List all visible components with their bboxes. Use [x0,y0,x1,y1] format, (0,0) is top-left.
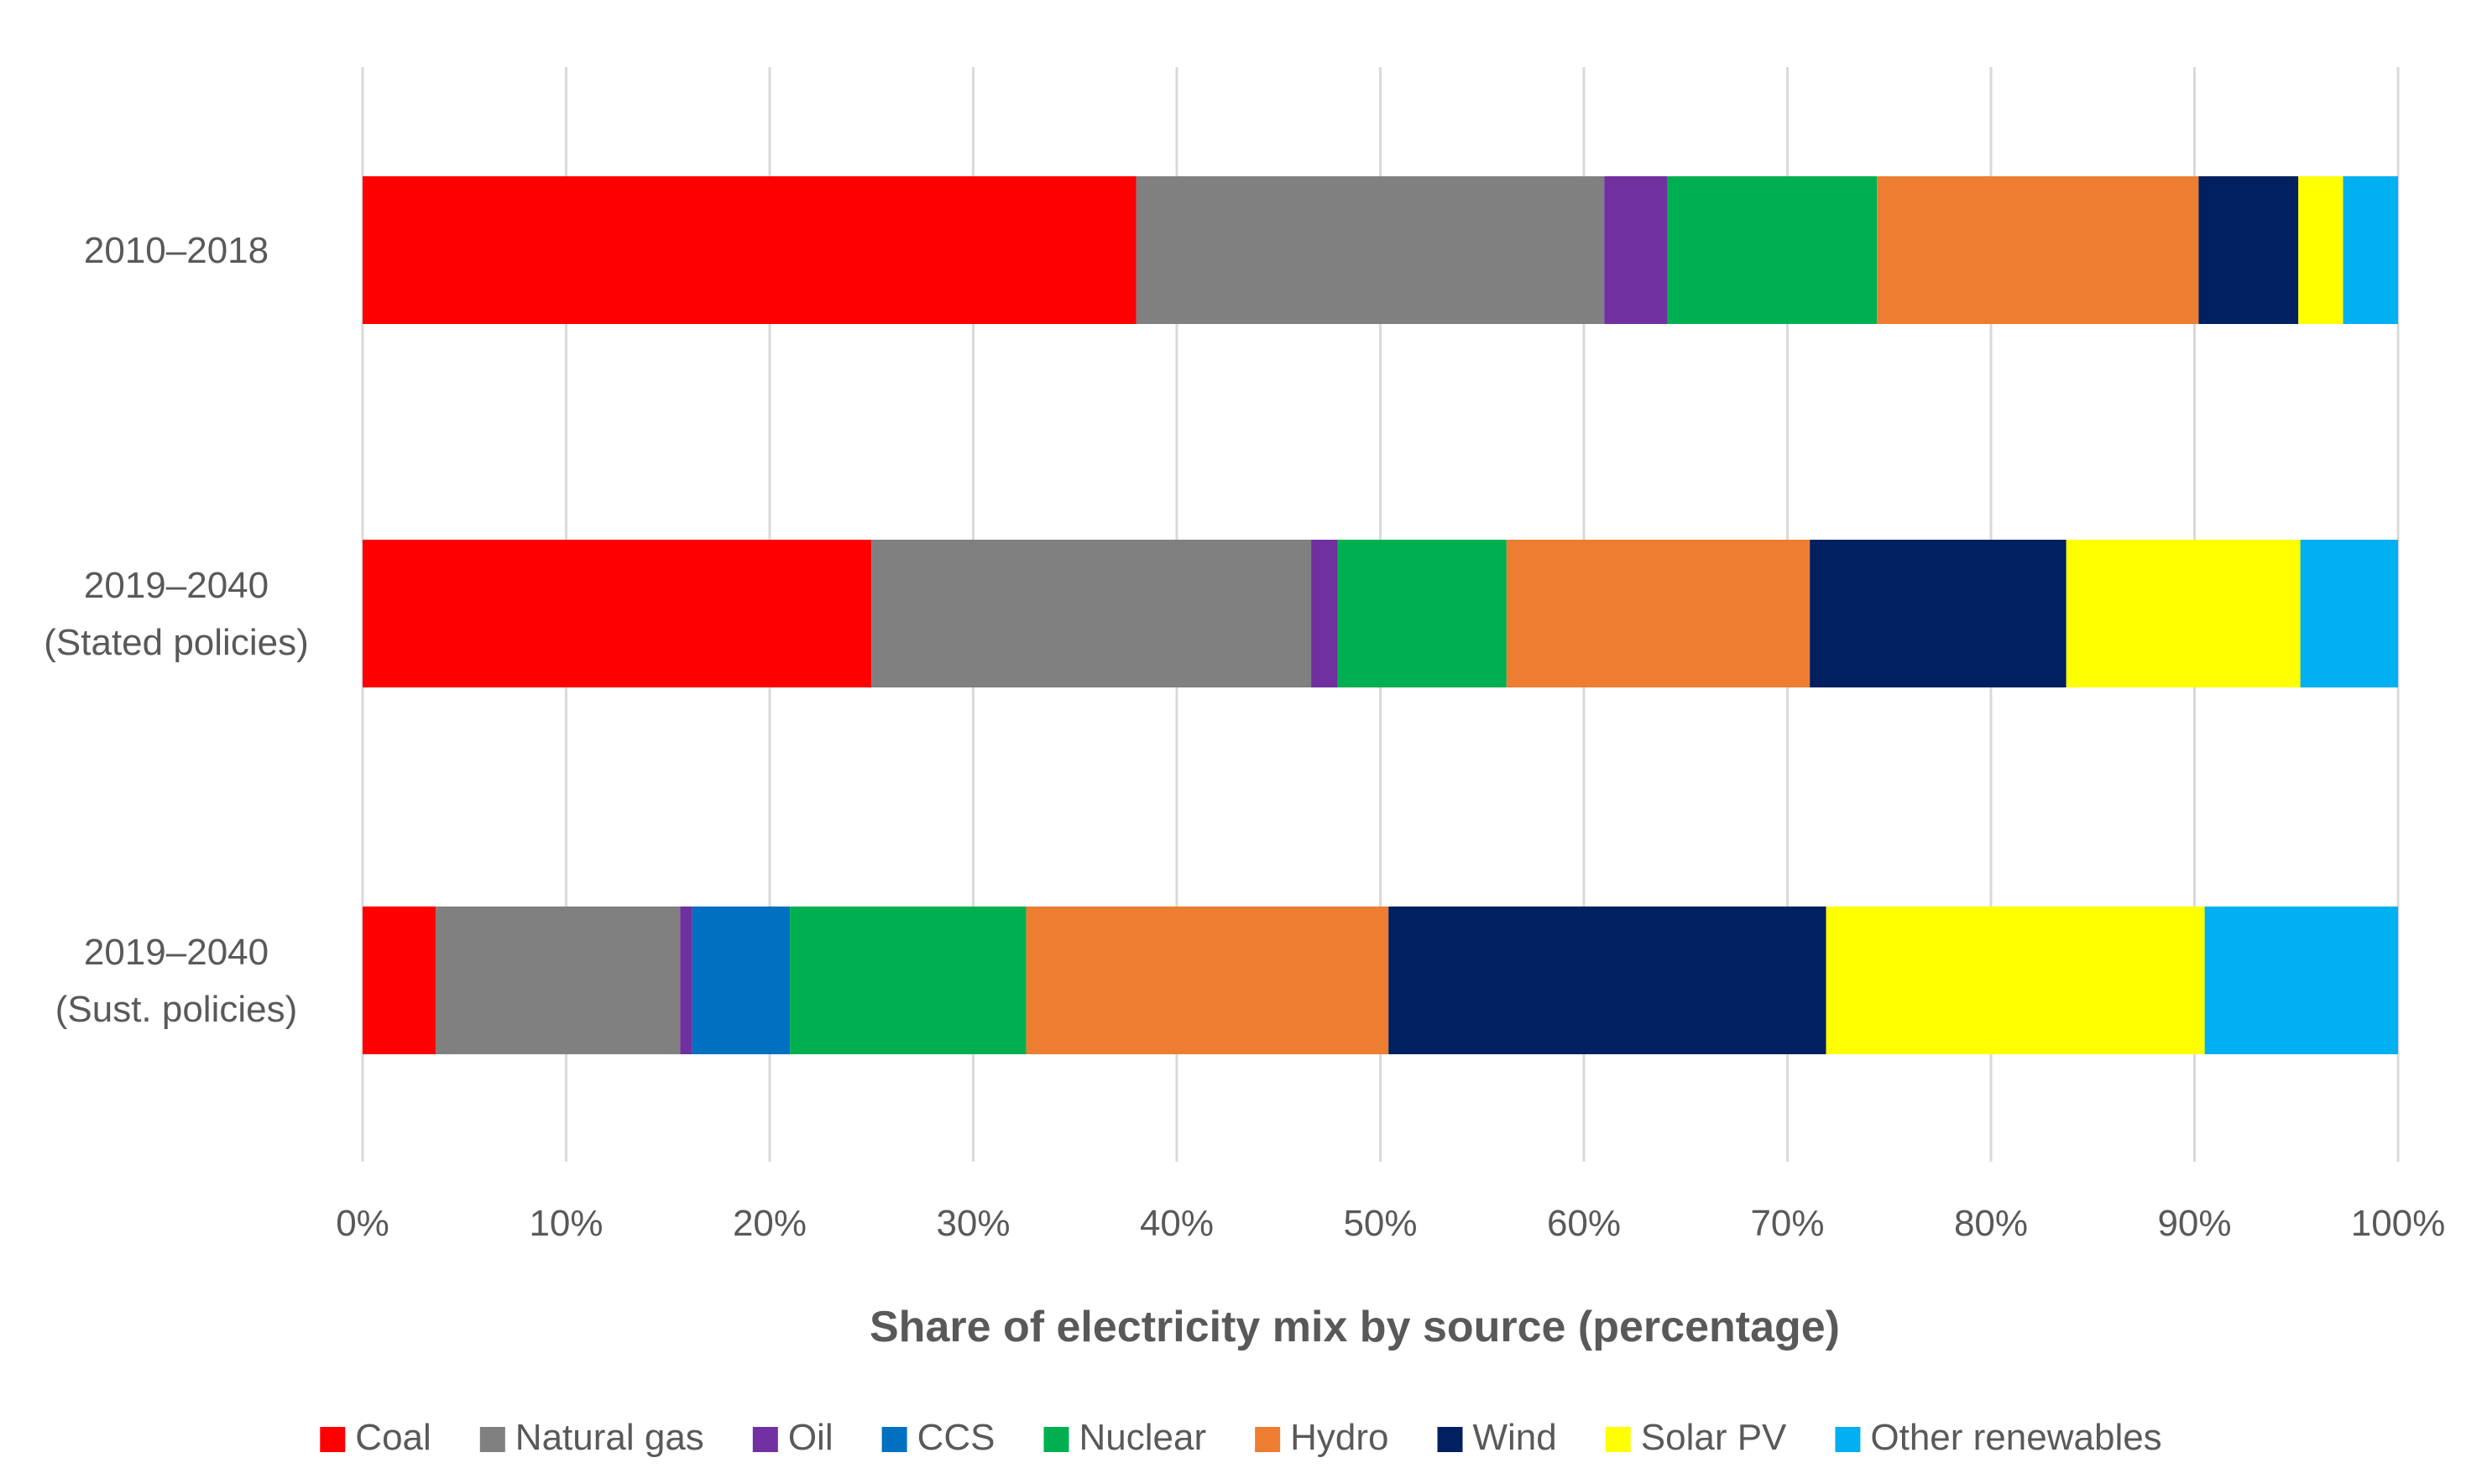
bar-segment-hydro [1877,176,2199,324]
x-tick-label: 30% [936,1203,1010,1244]
legend-swatch [1605,1427,1631,1452]
bar-segment-ccs [692,907,791,1054]
legend-item-other-renewables: Other renewables [1835,1417,2162,1458]
x-tick-label: 90% [2157,1203,2231,1244]
x-tick-label: 60% [1547,1203,1621,1244]
x-tick-label: 50% [1343,1203,1417,1244]
legend-swatch [881,1427,907,1452]
legend-item-ccs: CCS [881,1417,995,1458]
legend-label: Coal [355,1417,431,1458]
legend-swatch [752,1427,778,1452]
legend-swatch [1835,1427,1861,1452]
x-tick-label: 80% [1954,1203,2028,1244]
legend-item-coal: Coal [320,1417,431,1458]
x-tick-label: 100% [2351,1203,2446,1244]
legend-item-natural-gas: Natural gas [479,1417,704,1458]
bar-segment-coal [363,540,872,687]
x-tick-label: 0% [336,1203,389,1244]
legend-swatch [1437,1427,1463,1452]
legend-item-solar-pv: Solar PV [1605,1417,1787,1458]
legend-item-nuclear: Nuclear [1043,1417,1207,1458]
bar-segment-hydro [1026,907,1389,1054]
category-label: (Sust. policies) [55,989,298,1030]
legend: Coal Natural gas Oil CCS Nuclear Hydro Wind Sol… [320,1417,2162,1458]
legend-label: Oil [788,1417,833,1458]
legend-item-hydro: Hydro [1255,1417,1389,1458]
legend-swatch [320,1427,346,1452]
bar-segment-hydro [1506,540,1811,687]
bar-segment-wind [1388,907,1826,1054]
category-label: (Stated policies) [44,622,308,663]
category-label: 2010–2018 [84,230,269,271]
legend-item-oil: Oil [752,1417,833,1458]
bar-segment-other-renewables [2204,907,2398,1054]
bar-segment-solar-pv [2066,540,2301,687]
legend-label: Nuclear [1079,1417,1207,1458]
bar-segment-wind [2198,176,2299,324]
bar-segment-natural-gas [436,907,681,1054]
bar-segment-oil [1311,540,1338,687]
bar-segment-other-renewables [2343,176,2398,324]
category-label: 2019–2040 [84,932,269,973]
bar-segment-solar-pv [2298,176,2344,324]
category-label: 2019–2040 [84,565,269,606]
bar-segment-coal [363,176,1136,324]
x-tick-label: 20% [733,1203,807,1244]
legend-label: Wind [1473,1417,1557,1458]
x-tick-label: 40% [1140,1203,1214,1244]
legend-label: Other renewables [1870,1417,2161,1458]
bar-segment-other-renewables [2300,540,2398,687]
legend-label: CCS [917,1417,995,1458]
y-axis-category-labels: 2010–2018 2019–2040 (Stated policies) 2019–… [44,230,308,1030]
bar-segment-wind [1810,540,2067,687]
bar-segment-coal [363,907,436,1054]
bars [363,176,2398,1054]
bar-segment-nuclear [1337,540,1507,687]
bar-segment-oil [1604,176,1668,324]
legend-label: Solar PV [1641,1417,1787,1458]
bar-segment-nuclear [1667,176,1878,324]
legend-label: Natural gas [515,1417,704,1458]
legend-swatch [479,1427,505,1452]
bar-segment-oil [680,907,692,1054]
legend-swatch [1255,1427,1281,1452]
bar-segment-nuclear [790,907,1027,1054]
legend-item-wind: Wind [1437,1417,1557,1458]
legend-swatch [1043,1427,1069,1452]
bar-segment-solar-pv [1826,907,2205,1054]
x-axis-tick-labels: 0% 10% 20% 30% 40% 50% 60% 70% 80% 90% 100% [336,1203,2445,1244]
x-tick-label: 70% [1750,1203,1824,1244]
bar-segment-natural-gas [1136,176,1605,324]
legend-label: Hydro [1290,1417,1388,1458]
bar-segment-natural-gas [871,540,1312,687]
x-tick-label: 10% [529,1203,603,1244]
x-axis-title: Share of electricity mix by source (perc… [870,1303,1840,1351]
